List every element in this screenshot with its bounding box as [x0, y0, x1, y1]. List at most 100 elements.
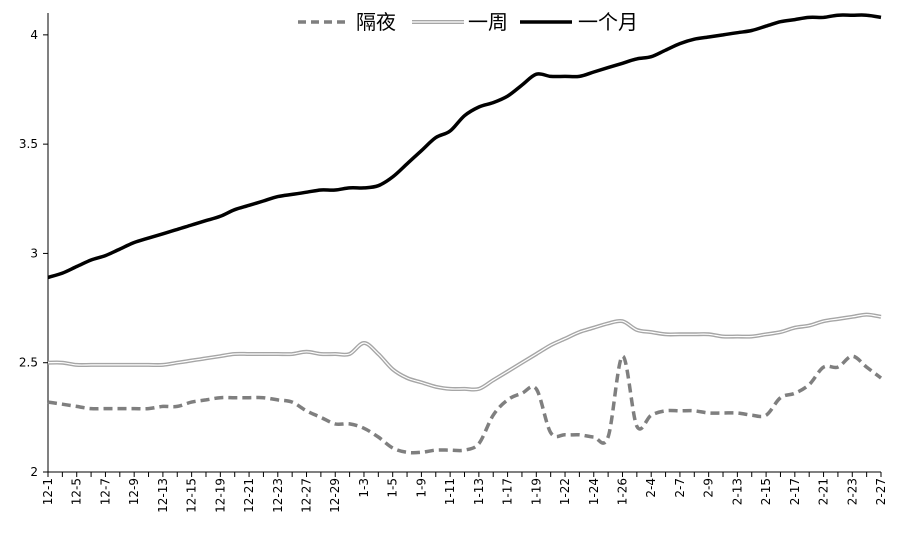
data-point-one-month [507, 95, 508, 96]
data-point-overnight [766, 415, 767, 416]
data-point-one-week [277, 353, 278, 354]
data-point-one-month [766, 26, 767, 27]
data-point-overnight [292, 401, 293, 402]
data-point-one-month [665, 50, 666, 51]
data-point-one-week [248, 353, 249, 354]
x-tick-label: 1-26 [615, 478, 629, 505]
data-point-one-week [823, 321, 824, 322]
data-point-overnight [234, 397, 235, 398]
x-tick-label: 2-13 [730, 478, 744, 505]
data-point-one-week [205, 358, 206, 359]
data-point-one-month [636, 58, 637, 59]
data-point-one-week [507, 371, 508, 372]
data-point-one-week [263, 353, 264, 354]
data-point-one-week [335, 353, 336, 354]
data-point-one-week [564, 338, 565, 339]
data-point-one-week [464, 388, 465, 389]
x-tick-label: 12-21 [242, 478, 256, 513]
data-point-one-week [62, 362, 63, 363]
data-point-overnight [507, 399, 508, 400]
x-tick-label: 12-1 [41, 478, 55, 505]
data-point-one-month [277, 196, 278, 197]
data-point-overnight [378, 436, 379, 437]
x-tick-label: 12-19 [213, 478, 227, 513]
data-point-overnight [579, 434, 580, 435]
data-point-one-week [737, 336, 738, 337]
x-tick-label: 1-9 [414, 478, 428, 498]
data-point-overnight [392, 447, 393, 448]
data-point-one-week [837, 318, 838, 319]
data-point-overnight [665, 410, 666, 411]
data-point-overnight [521, 393, 522, 394]
data-point-one-week [536, 353, 537, 354]
data-point-one-month [823, 17, 824, 18]
x-tick-label: 1-17 [501, 478, 515, 505]
data-point-one-week [119, 364, 120, 365]
data-point-one-month [363, 187, 364, 188]
x-tick-label: 1-5 [386, 478, 400, 498]
data-point-one-month [105, 255, 106, 256]
data-point-overnight [148, 408, 149, 409]
data-point-one-week [794, 327, 795, 328]
data-point-overnight [608, 436, 609, 437]
data-point-overnight [852, 356, 853, 357]
data-point-overnight [564, 434, 565, 435]
data-point-one-month [62, 273, 63, 274]
data-point-one-week [866, 314, 867, 315]
data-point-one-month [608, 67, 609, 68]
data-point-one-month [493, 102, 494, 103]
x-tick-label: 12-27 [300, 478, 314, 513]
data-point-one-month [564, 76, 565, 77]
data-point-one-week [349, 353, 350, 354]
data-point-overnight [134, 408, 135, 409]
data-point-overnight [722, 412, 723, 413]
data-point-one-month [349, 187, 350, 188]
data-point-one-week [651, 332, 652, 333]
data-point-one-month [651, 56, 652, 57]
data-point-one-week [780, 332, 781, 333]
data-point-one-week [766, 334, 767, 335]
data-point-overnight [478, 443, 479, 444]
data-point-one-month [119, 248, 120, 249]
data-point-one-week [722, 336, 723, 337]
data-point-one-week [880, 316, 881, 317]
series-line-one-week-inner [47, 314, 882, 391]
data-point-one-month [76, 266, 77, 267]
x-tick-label: 12-13 [156, 478, 170, 513]
y-tick-label: 3 [30, 246, 38, 260]
data-point-one-week [363, 342, 364, 343]
data-point-overnight [62, 404, 63, 405]
data-point-overnight [651, 415, 652, 416]
data-point-overnight [536, 388, 537, 389]
data-point-one-month [177, 229, 178, 230]
x-tick-label: 2-21 [817, 478, 831, 505]
x-tick-label: 2-23 [845, 478, 859, 505]
data-point-one-week [76, 364, 77, 365]
data-point-overnight [866, 366, 867, 367]
data-point-one-month [191, 224, 192, 225]
x-tick-label: 12-29 [328, 478, 342, 513]
data-point-one-week [392, 369, 393, 370]
data-point-overnight [76, 406, 77, 407]
x-tick-label: 2-4 [644, 478, 658, 498]
data-point-overnight [320, 417, 321, 418]
data-point-one-month [248, 205, 249, 206]
data-point-one-week [751, 336, 752, 337]
data-point-overnight [162, 406, 163, 407]
data-point-one-month [866, 15, 867, 16]
data-point-one-week [234, 353, 235, 354]
data-point-overnight [363, 428, 364, 429]
x-tick-label: 1-19 [529, 478, 543, 505]
data-point-one-week [593, 327, 594, 328]
data-point-one-week [162, 364, 163, 365]
series-line-one-month [47, 13, 882, 280]
data-point-one-month [521, 85, 522, 86]
data-point-overnight [47, 401, 48, 402]
data-point-one-week [105, 364, 106, 365]
x-tick-label: 12-9 [127, 478, 141, 505]
data-point-one-week [809, 325, 810, 326]
data-point-one-month [536, 74, 537, 75]
series-line-one-week [47, 312, 882, 392]
data-point-overnight [694, 410, 695, 411]
data-point-one-month [90, 259, 91, 260]
